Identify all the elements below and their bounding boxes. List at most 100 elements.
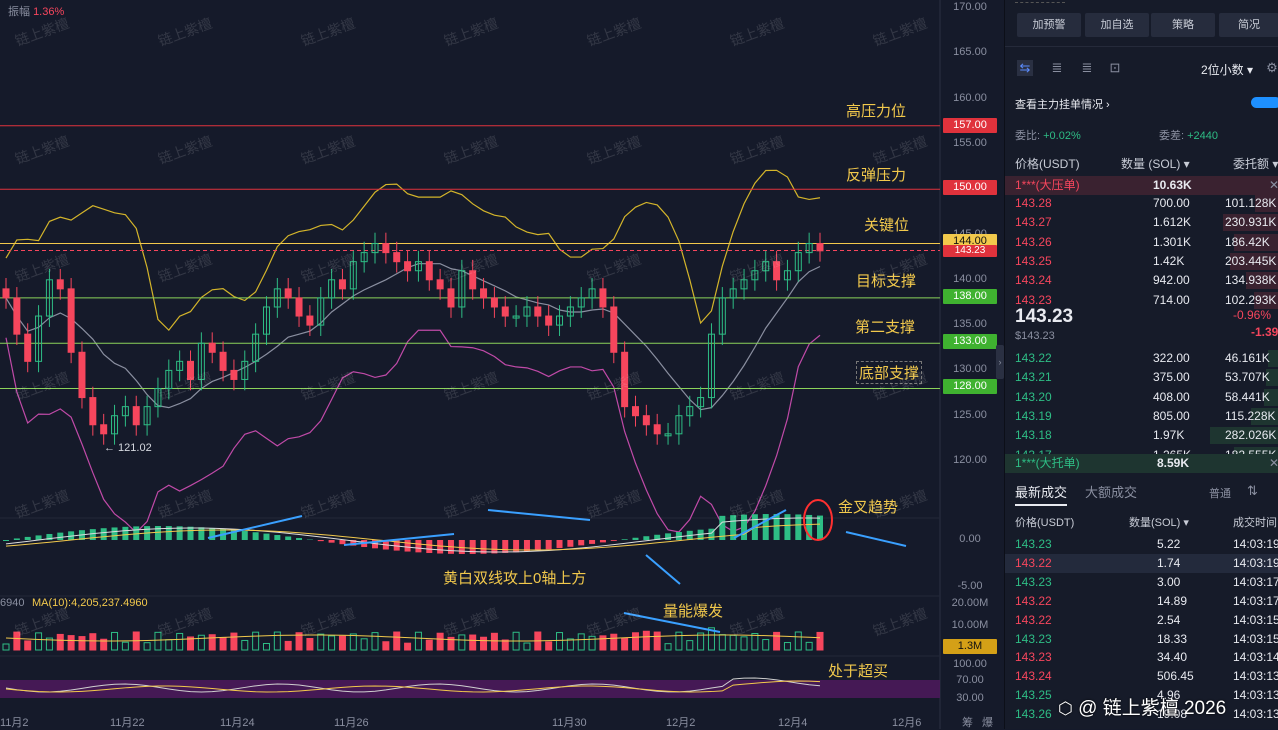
settings-icon[interactable]: ⚙ [1264,60,1278,76]
candle [296,298,302,316]
volume-bar [231,633,237,650]
trade-time: 14:03:19 [1233,554,1278,573]
candle [632,407,638,416]
tag-133: 133.00 [943,334,997,349]
macd-histogram-bar [25,537,31,540]
candle [14,298,20,334]
total: 46.161K [1225,349,1270,368]
qty: 700.00 [1153,194,1190,213]
total: 282.026K [1225,426,1276,445]
add-alert-button[interactable]: 加预警 [1017,13,1081,37]
volume-bar [90,634,96,650]
volume-bar [263,644,269,650]
volume-bar [144,643,150,650]
layout-both-icon[interactable]: ⇆ [1017,60,1033,76]
macd-histogram-bar [274,535,280,540]
macd-histogram-bar [101,528,107,540]
trade-col-qty[interactable]: 数量(SOL) ▾ [1129,514,1189,530]
price: 143.24 [1015,271,1052,290]
price: 143.27 [1015,213,1052,232]
ask-row[interactable]: 143.27 1.612K 230.931K [1005,213,1278,232]
tab-large-trades[interactable]: 大额成交 [1085,482,1137,501]
candle [405,262,411,271]
overview-button[interactable]: 简况 [1219,13,1278,37]
total: 186.42K [1225,233,1270,252]
col-qty[interactable]: 数量 (SOL) ▾ [1121,155,1190,172]
macd-histogram-bar [557,540,563,548]
price: 143.25 [1015,252,1052,271]
date-label: 11月22 [110,714,145,730]
volume-bar [372,633,378,650]
price: 143.22 [1015,349,1052,368]
price-axis-label: 155.00 [942,137,998,149]
qty: 1.612K [1153,213,1191,232]
volume-bar [806,642,812,650]
total: 53.707K [1225,368,1270,387]
price-axis-label: 170.00 [942,1,998,13]
volume-bar [470,635,476,650]
macd-histogram-bar [318,540,324,541]
footer-logo: ⬡ @ 链上紫檀 2026 [1058,693,1226,720]
qty: 408.00 [1153,388,1190,407]
layout-bids-icon[interactable]: ≣ [1049,60,1065,76]
total: 230.931K [1225,213,1276,232]
volume-bar [622,638,628,650]
macd-histogram-bar [415,540,421,552]
volume-bar [600,636,606,650]
macd-histogram-bar [405,540,411,552]
trade-price: 143.22 [1015,554,1052,573]
main-orders-link[interactable]: 查看主力挂单情况 › [1015,96,1110,112]
tab-latest-trades[interactable]: 最新成交 [1015,482,1067,506]
big-ask-row[interactable]: 1***(大压单) 10.63K ✕ [1005,176,1278,195]
candle [68,289,74,352]
main-orders-toggle[interactable] [1251,97,1278,108]
col-total[interactable]: 委托额 ▾ [1233,155,1278,172]
low-price-marker: ← 121.02 [104,442,152,454]
sort-icon[interactable]: ⇅ [1247,483,1258,499]
volume-bar [329,636,335,650]
trade-price: 143.23 [1015,573,1052,592]
trade-time: 14:03:19 [1233,535,1278,554]
macd-histogram-bar [491,540,497,553]
candle [79,352,85,397]
strategy-button[interactable]: 策略 [1151,13,1215,37]
candle [133,407,139,425]
total: 134.938K [1225,271,1276,290]
volume-bar [795,632,801,650]
add-watchlist-button[interactable]: 加自选 [1085,13,1149,37]
trade-price: 143.25 [1015,686,1052,705]
candle [383,244,389,253]
volume-bar [350,634,356,650]
annotation-resist-high: 高压力位 [846,100,906,121]
trade-qty: 506.45 [1157,667,1194,686]
layout-asks-icon[interactable]: ≣ [1079,60,1095,76]
trade-price: 143.23 [1015,648,1052,667]
precision-select[interactable]: 2位小数 ▾ [1201,61,1253,78]
macd-histogram-bar [57,533,63,540]
panel-collapse-handle[interactable]: › [996,345,1004,379]
volume-bar [557,633,563,650]
big-bid-row[interactable]: 1***(大托单) 8.59K ✕ [1005,454,1278,473]
volume-bar [209,635,215,650]
trade-time: 14:03:13 [1233,667,1278,686]
macd-histogram-bar [155,526,161,540]
macd-histogram-bar [329,540,335,543]
candle [546,316,552,325]
candle [491,298,497,307]
macd-axis-zero: 0.00 [942,533,998,545]
filter-normal[interactable]: 普通 [1209,485,1231,501]
volume-bar [687,641,693,650]
volume-bar [79,637,85,650]
layout-grid-icon[interactable]: ⊡ [1107,60,1123,76]
price-axis-label: 125.00 [942,409,998,421]
